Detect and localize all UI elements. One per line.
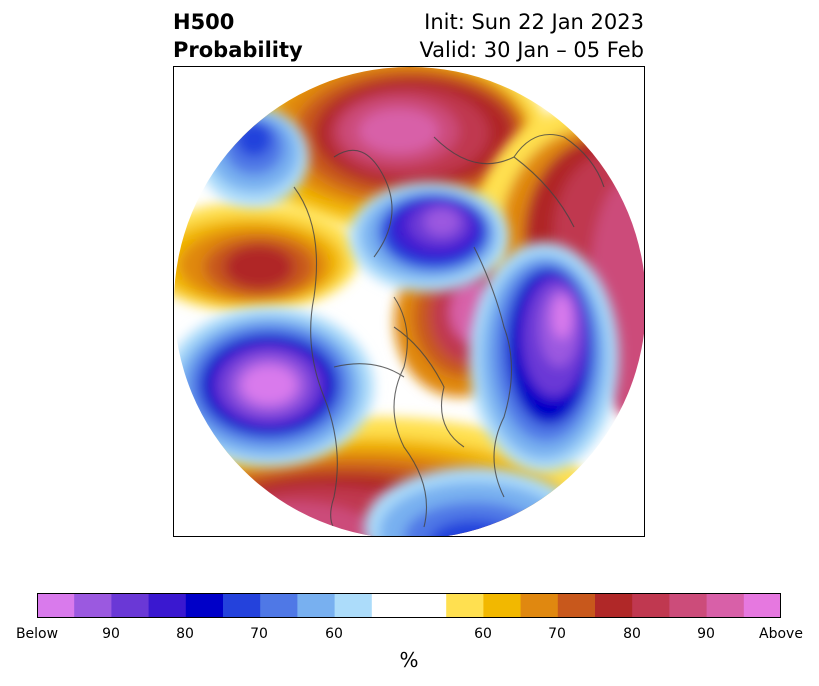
colorbar-label-below: Below	[15, 626, 59, 642]
colorbar-swatch	[743, 593, 781, 618]
colorbar-swatch	[37, 593, 75, 618]
colorbar	[37, 593, 781, 618]
colorbar-swatch	[297, 593, 336, 618]
colorbar-swatch	[669, 593, 708, 618]
colorbar-label: 90	[697, 626, 715, 642]
title-line-1: H500	[173, 10, 235, 34]
map-title: H500 Probability	[173, 8, 303, 64]
colorbar-swatch	[483, 593, 522, 618]
coastlines	[293, 133, 605, 536]
colorbar-swatch	[371, 593, 447, 618]
anomaly-below-north	[349, 182, 509, 292]
colorbar-swatch	[260, 593, 298, 618]
colorbar-swatch	[185, 593, 224, 618]
probability-map	[174, 67, 644, 536]
init-date: Init: Sun 22 Jan 2023	[424, 10, 644, 34]
colorbar-swatch	[223, 593, 261, 618]
anomaly-below-west	[174, 307, 374, 467]
valid-range: Valid: 30 Jan – 05 Feb	[419, 38, 644, 62]
colorbar-label: 70	[250, 626, 268, 642]
colorbar-label: 70	[548, 626, 566, 642]
colorbar-labels: Below 90 80 70 60 60 70 80 90 Above	[0, 626, 819, 646]
colorbar-unit: %	[399, 648, 419, 672]
colorbar-swatch	[595, 593, 633, 618]
colorbar-label: 90	[102, 626, 120, 642]
colorbar-label-above: Above	[759, 626, 803, 642]
colorbar-swatch	[74, 593, 112, 618]
colorbar-swatch	[706, 593, 745, 618]
colorbar-swatch	[148, 593, 187, 618]
colorbar-swatch	[557, 593, 596, 618]
date-info: Init: Sun 22 Jan 2023 Valid: 30 Jan – 05…	[419, 8, 644, 64]
anomaly-below-east	[469, 242, 619, 472]
colorbar-label: 60	[474, 626, 492, 642]
anomaly-above-north-atlantic	[229, 67, 549, 232]
colorbar-swatch	[632, 593, 670, 618]
title-line-2: Probability	[173, 38, 303, 62]
colorbar-label: 60	[325, 626, 343, 642]
anomaly-above-west	[174, 202, 359, 312]
colorbar-swatch	[446, 593, 484, 618]
colorbar-swatch	[520, 593, 559, 618]
colorbar-swatch	[111, 593, 150, 618]
colorbar-label: 80	[176, 626, 194, 642]
map-panel	[173, 66, 645, 537]
colorbar-label: 80	[623, 626, 641, 642]
anomaly-below-northwest	[199, 107, 309, 207]
colorbar-swatch	[334, 593, 373, 618]
